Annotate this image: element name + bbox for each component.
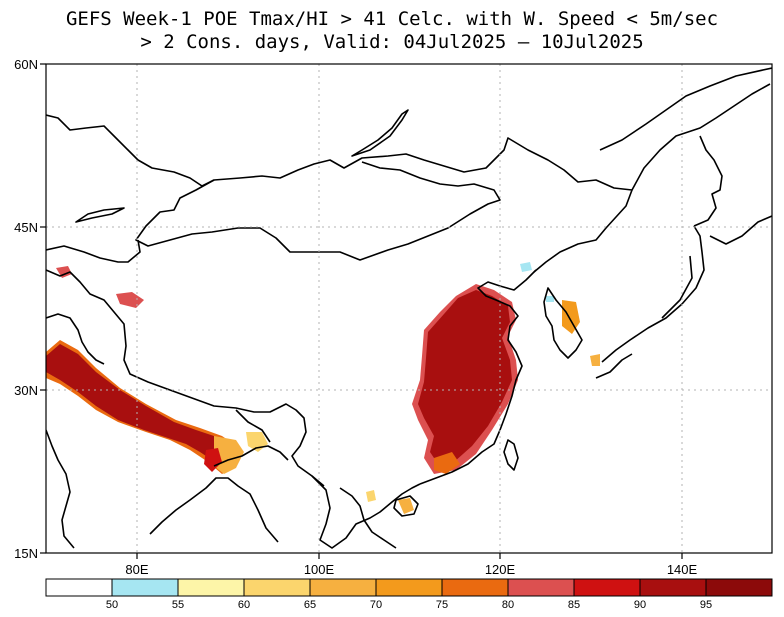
shading-bengal-patch [214,436,244,474]
colorbar-cell [574,579,640,596]
probability-shading [46,262,600,514]
colorbar-label-80: 80 [502,599,514,611]
colorbar-label-70: 70 [370,599,382,611]
colorbar-label-65: 65 [304,599,316,611]
colorbar-cell [112,579,178,596]
lon-label-80e: 80E [125,562,148,577]
lat-label-30n: 30N [14,383,38,398]
shading-korea [562,300,580,334]
colorbar-cell [244,579,310,596]
shading-indo-gangetic [46,344,220,460]
lat-label-15n: 15N [14,546,38,561]
colorbar-label-50: 50 [106,599,118,611]
colorbar-cell [508,579,574,596]
colorbar-cell [376,579,442,596]
colorbar-cell [46,579,112,596]
colorbar-cell [706,579,772,596]
map-grid [46,64,772,553]
lon-label-100e: 100E [304,562,335,577]
map-title-line-2: > 2 Cons. days, Valid: 04Jul2025 – 10Jul… [140,31,644,53]
axis-ticks [40,63,683,559]
lat-label-45n: 45N [14,220,38,235]
map-title-line-1: GEFS Week-1 POE Tmax/HI > 41 Celc. with … [65,8,719,30]
colorbar-cell [178,579,244,596]
colorbar-cell [310,579,376,596]
colorbar-cell [640,579,706,596]
lon-label-140e: 140E [667,562,698,577]
map-frame [45,63,773,554]
colorbar-label-60: 60 [238,599,250,611]
colorbar-cell [442,579,508,596]
coastlines-and-borders [46,67,772,549]
lat-label-60n: 60N [14,57,38,72]
colorbar-label-55: 55 [172,599,184,611]
colorbar-label-85: 85 [568,599,580,611]
colorbar-label-95: 95 [700,599,712,611]
colorbar-label-75: 75 [436,599,448,611]
map-area [46,64,772,553]
colorbar: 50 55 60 65 70 75 80 85 90 95 [45,578,773,611]
lon-label-120e: 120E [485,562,516,577]
shading-east-china [418,290,512,464]
colorbar-label-90: 90 [634,599,646,611]
